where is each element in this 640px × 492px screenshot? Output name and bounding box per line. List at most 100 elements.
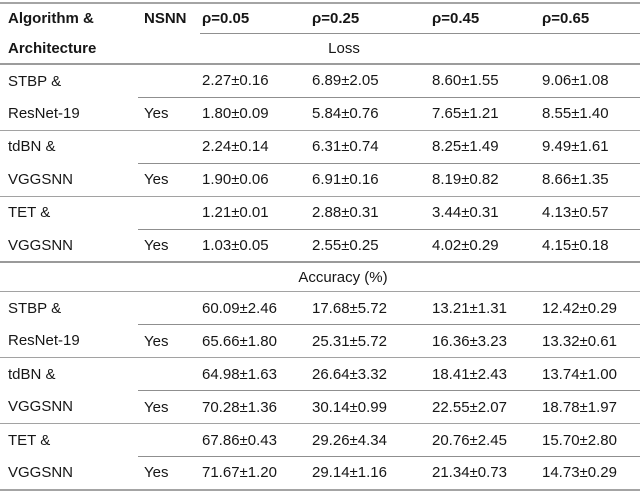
value-cell: 18.78±1.97 [540,390,640,424]
value-cell: 8.25±1.49 [430,130,540,164]
header-nsnn: NSNN [144,10,187,28]
row-label-cell: STBP & [8,72,62,90]
value-cell: 25.31±5.72 [310,324,430,358]
value-cell: 9.49±1.61 [540,130,640,164]
value-cell: 64.98±1.63 [200,357,310,391]
nsnn-cell: Yes [144,236,169,254]
value-cell: 70.28±1.36 [200,390,310,424]
row-label-cell: VGGSNN [0,163,138,197]
row-label-cell: tdBN & [8,138,56,156]
value-cell: 8.19±0.82 [430,163,540,197]
row-label-cell: VGGSNN [0,390,138,424]
section-band-accuracy: Accuracy (%) [0,261,640,292]
section-label-loss: Loss [200,33,640,65]
value-cell: 5.84±0.76 [310,97,430,131]
value-cell: 26.64±3.32 [310,357,430,391]
value-cell: 6.89±2.05 [310,64,430,98]
value-cell: 17.68±5.72 [310,291,430,325]
nsnn-cell [138,357,200,391]
value-cell: 1.03±0.05 [202,236,269,254]
header-nsnn-spacer [138,33,200,65]
value-cell: 1.21±0.01 [200,196,310,230]
nsnn-cell: Yes [138,163,200,197]
value-cell: 8.60±1.55 [430,64,540,98]
nsnn-cell [138,64,200,98]
value-cell: 13.21±1.31 [430,291,540,325]
value-cell: 29.26±4.34 [310,423,430,457]
nsnn-cell: Yes [144,464,169,482]
value-cell: 12.42±0.29 [540,291,640,325]
value-cell: 18.41±2.43 [430,357,540,391]
value-cell: 2.27±0.16 [200,64,310,98]
nsnn-cell [138,130,200,164]
row-label-cell: TET & [8,431,51,449]
table-row: ResNet-19 Yes 65.66±1.80 25.31±5.72 16.3… [0,324,640,358]
value-cell: 4.13±0.57 [540,196,640,230]
nsnn-cell [138,196,200,230]
value-cell: 4.02±0.29 [432,236,499,254]
nsnn-cell [138,291,200,325]
nsnn-cell: Yes [138,97,200,131]
table-row: STBP & 2.27±0.16 6.89±2.05 8.60±1.55 9.0… [0,64,640,98]
row-label-cell: TET & [8,204,51,222]
value-cell: 16.36±3.23 [430,324,540,358]
nsnn-cell [138,423,200,457]
nsnn-cell: Yes [138,324,200,358]
value-cell: 65.66±1.80 [200,324,310,358]
section-label-accuracy: Accuracy (%) [0,261,640,292]
value-cell: 20.76±2.45 [430,423,540,457]
value-cell: 71.67±1.20 [202,464,277,482]
value-cell: 2.24±0.14 [200,130,310,164]
value-cell: 6.91±0.16 [310,163,430,197]
table-row: STBP & 60.09±2.46 17.68±5.72 13.21±1.31 … [0,291,640,325]
value-cell: 2.55±0.25 [312,236,379,254]
row-label-cell: VGGSNN [8,236,74,254]
value-cell: 13.32±0.61 [540,324,640,358]
table-row: ResNet-19 Yes 1.80±0.09 5.84±0.76 7.65±1… [0,97,640,131]
header-rho-025: ρ=0.25 [310,3,430,34]
value-cell: 67.86±0.43 [200,423,310,457]
table-row: VGGSNN Yes 1.90±0.06 6.91±0.16 8.19±0.82… [0,163,640,197]
row-label-cell: STBP & [8,299,62,317]
table-row: VGGSNN Yes 71.67±1.20 29.14±1.16 21.34±0… [0,457,640,490]
row-label-cell: tdBN & [8,365,56,383]
table-row: TET & 1.21±0.01 2.88±0.31 3.44±0.31 4.13… [0,196,640,230]
value-cell: 2.88±0.31 [310,196,430,230]
row-label-cell: ResNet-19 [0,324,138,358]
row-label-cell: VGGSNN [8,464,74,481]
header-row-2: Architecture Loss [0,33,640,65]
value-cell: 6.31±0.74 [310,130,430,164]
table-row: tdBN & 2.24±0.14 6.31±0.74 8.25±1.49 9.4… [0,130,640,164]
nsnn-cell: Yes [138,390,200,424]
table-body: STBP & 2.27±0.16 6.89±2.05 8.60±1.55 9.0… [0,64,640,490]
value-cell: 4.15±0.18 [542,236,609,254]
row-label-cell: ResNet-19 [0,97,138,131]
value-cell: 30.14±0.99 [310,390,430,424]
table-header: Algorithm & NSNN ρ=0.05 ρ=0.25 ρ=0.45 ρ=… [0,3,640,65]
value-cell: 7.65±1.21 [430,97,540,131]
value-cell: 22.55±2.07 [430,390,540,424]
value-cell: 13.74±1.00 [540,357,640,391]
header-rho-065: ρ=0.65 [540,3,640,34]
header-architecture-line2: Architecture [0,33,138,65]
table-row: VGGSNN Yes 1.03±0.05 2.55±0.25 4.02±0.29… [0,229,640,262]
header-rho-045: ρ=0.45 [430,3,540,34]
table-row: TET & 67.86±0.43 29.26±4.34 20.76±2.45 1… [0,423,640,457]
value-cell: 60.09±2.46 [200,291,310,325]
header-rho-005: ρ=0.05 [200,3,310,34]
value-cell: 9.06±1.08 [540,64,640,98]
value-cell: 29.14±1.16 [312,464,387,482]
value-cell: 21.34±0.73 [432,464,507,482]
header-row-1: Algorithm & NSNN ρ=0.05 ρ=0.25 ρ=0.45 ρ=… [0,3,640,34]
value-cell: 8.55±1.40 [540,97,640,131]
value-cell: 3.44±0.31 [430,196,540,230]
value-cell: 14.73±0.29 [542,464,617,482]
value-cell: 1.90±0.06 [200,163,310,197]
table-row: VGGSNN Yes 70.28±1.36 30.14±0.99 22.55±2… [0,390,640,424]
value-cell: 8.66±1.35 [540,163,640,197]
header-algorithm-line1: Algorithm & [8,10,94,28]
value-cell: 1.80±0.09 [200,97,310,131]
table-row: tdBN & 64.98±1.63 26.64±3.32 18.41±2.43 … [0,357,640,391]
value-cell: 15.70±2.80 [540,423,640,457]
